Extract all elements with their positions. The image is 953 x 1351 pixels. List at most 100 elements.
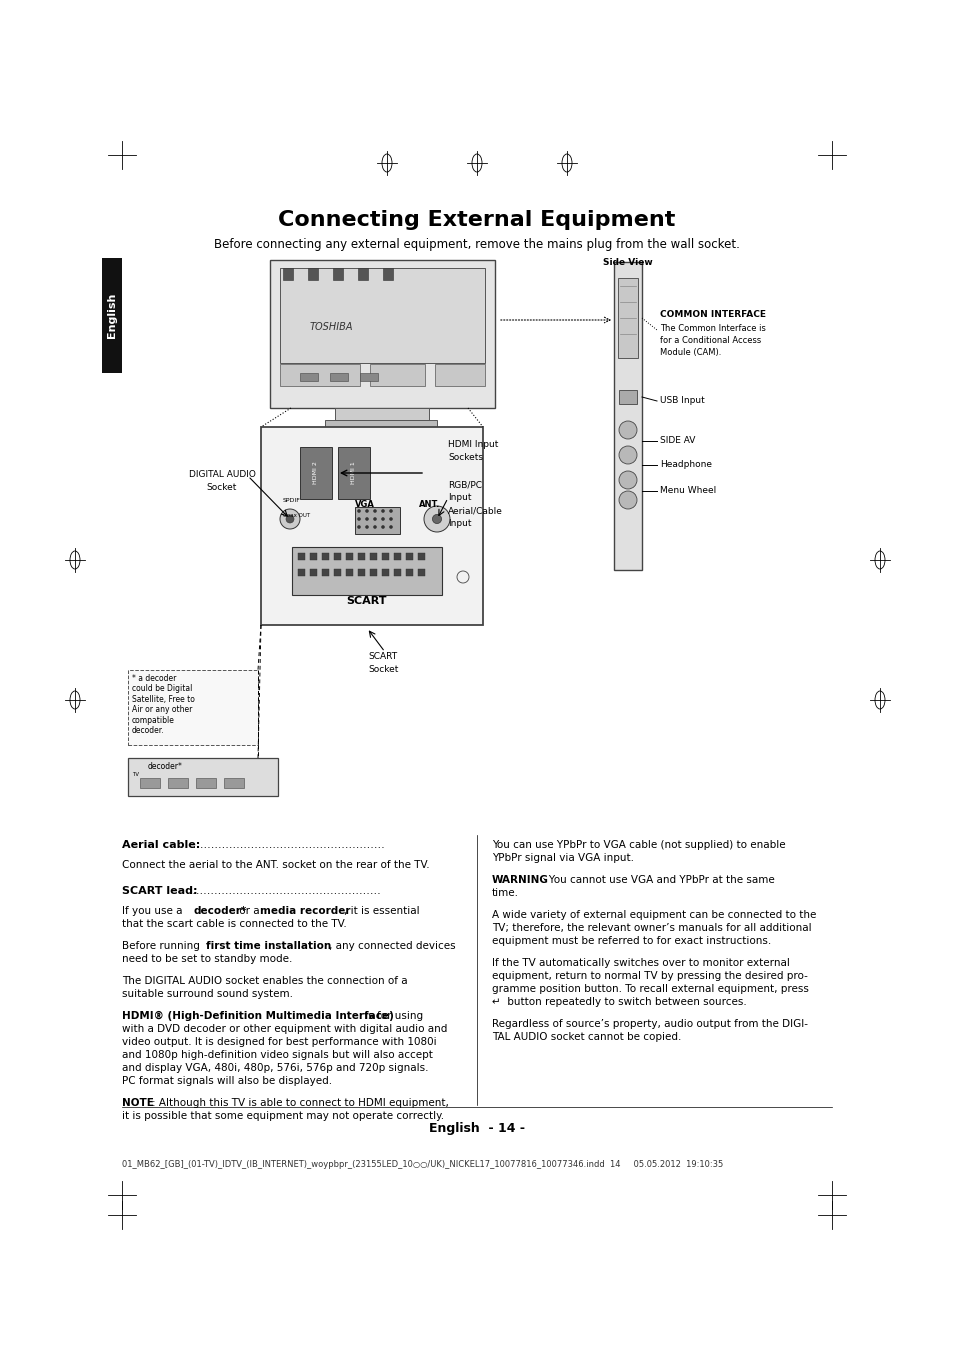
Text: SCART: SCART bbox=[368, 653, 396, 661]
Text: for a Conditional Access: for a Conditional Access bbox=[659, 336, 760, 345]
Text: decoder*: decoder* bbox=[193, 907, 247, 916]
Text: The Common Interface is: The Common Interface is bbox=[659, 324, 765, 332]
Text: DIGITAL AUDIO: DIGITAL AUDIO bbox=[189, 470, 255, 480]
Bar bbox=[394, 569, 400, 576]
Bar bbox=[370, 553, 376, 561]
Text: SCART lead:: SCART lead: bbox=[122, 886, 197, 896]
Bar bbox=[333, 267, 343, 280]
Text: Socket: Socket bbox=[207, 484, 237, 492]
Text: Regardless of source’s property, audio output from the DIGI-: Regardless of source’s property, audio o… bbox=[492, 1019, 807, 1029]
Text: SCART: SCART bbox=[346, 596, 387, 607]
Text: Connect the aerial to the ANT. socket on the rear of the TV.: Connect the aerial to the ANT. socket on… bbox=[122, 861, 429, 870]
Circle shape bbox=[365, 517, 369, 520]
Text: media recorder: media recorder bbox=[260, 907, 350, 916]
Circle shape bbox=[618, 490, 637, 509]
Text: English  - 14 -: English - 14 - bbox=[429, 1121, 524, 1135]
Circle shape bbox=[356, 526, 360, 528]
Bar bbox=[283, 267, 293, 280]
Text: Aerial cable:: Aerial cable: bbox=[122, 840, 200, 850]
Circle shape bbox=[373, 526, 376, 528]
Text: time.: time. bbox=[492, 888, 518, 898]
Bar bbox=[417, 569, 424, 576]
Text: suitable surround sound system.: suitable surround sound system. bbox=[122, 989, 293, 998]
Text: Headphone: Headphone bbox=[659, 459, 711, 469]
Bar bbox=[128, 670, 257, 744]
Bar bbox=[299, 373, 317, 381]
Bar bbox=[359, 373, 377, 381]
Text: TAL AUDIO socket cannot be copied.: TAL AUDIO socket cannot be copied. bbox=[492, 1032, 680, 1042]
Text: Input: Input bbox=[448, 519, 471, 528]
Text: NOTE: NOTE bbox=[122, 1098, 153, 1108]
Circle shape bbox=[286, 515, 294, 523]
Bar bbox=[370, 569, 376, 576]
Bar bbox=[381, 553, 389, 561]
Circle shape bbox=[618, 446, 637, 463]
Bar bbox=[168, 778, 188, 788]
Bar bbox=[310, 553, 316, 561]
Bar bbox=[322, 569, 329, 576]
Text: HDMI® (High-Definition Multimedia Interface): HDMI® (High-Definition Multimedia Interf… bbox=[122, 1011, 394, 1021]
Text: TV; therefore, the relevant owner’s manuals for all additional: TV; therefore, the relevant owner’s manu… bbox=[492, 923, 811, 934]
Circle shape bbox=[389, 526, 393, 528]
Text: 01_MB62_[GB]_(01-TV)_IDTV_(IB_INTERNET)_woypbpr_(23155LED_10○○/UK)_NICKEL17_1007: 01_MB62_[GB]_(01-TV)_IDTV_(IB_INTERNET)_… bbox=[122, 1161, 722, 1169]
Bar bbox=[297, 569, 305, 576]
Circle shape bbox=[373, 517, 376, 520]
Circle shape bbox=[618, 471, 637, 489]
Text: SPDIF: SPDIF bbox=[283, 499, 300, 503]
Bar bbox=[310, 569, 316, 576]
Bar bbox=[337, 447, 370, 499]
Text: that the scart cable is connected to the TV.: that the scart cable is connected to the… bbox=[122, 919, 346, 929]
Bar bbox=[406, 553, 413, 561]
Text: or a: or a bbox=[235, 907, 263, 916]
Text: If you use a: If you use a bbox=[122, 907, 186, 916]
Bar bbox=[618, 278, 638, 358]
Text: Before running: Before running bbox=[122, 942, 203, 951]
Text: video output. It is designed for best performance with 1080i: video output. It is designed for best pe… bbox=[122, 1038, 436, 1047]
Bar bbox=[292, 547, 441, 594]
Bar bbox=[280, 267, 484, 363]
Text: Aerial/Cable: Aerial/Cable bbox=[448, 507, 502, 515]
Text: decoder*: decoder* bbox=[148, 762, 182, 771]
Bar bbox=[435, 363, 484, 386]
Text: COMMON INTERFACE: COMMON INTERFACE bbox=[659, 309, 765, 319]
Text: it is possible that some equipment may not operate correctly.: it is possible that some equipment may n… bbox=[122, 1111, 444, 1121]
Text: PC format signals will also be displayed.: PC format signals will also be displayed… bbox=[122, 1075, 332, 1086]
Bar bbox=[346, 569, 353, 576]
Text: The DIGITAL AUDIO socket enables the connection of a: The DIGITAL AUDIO socket enables the con… bbox=[122, 975, 407, 986]
Circle shape bbox=[280, 509, 299, 530]
Bar bbox=[370, 363, 424, 386]
Bar bbox=[357, 553, 365, 561]
Bar bbox=[346, 553, 353, 561]
Circle shape bbox=[432, 515, 441, 524]
Bar bbox=[297, 553, 305, 561]
Circle shape bbox=[381, 526, 384, 528]
Bar bbox=[618, 390, 637, 404]
Text: Side View: Side View bbox=[602, 258, 652, 267]
Bar bbox=[325, 420, 436, 427]
Text: is for using: is for using bbox=[361, 1011, 423, 1021]
Text: A wide variety of external equipment can be connected to the: A wide variety of external equipment can… bbox=[492, 911, 816, 920]
Bar bbox=[224, 778, 244, 788]
Text: equipment must be referred to for exact instructions.: equipment must be referred to for exact … bbox=[492, 936, 770, 946]
Text: , any connected devices: , any connected devices bbox=[329, 942, 456, 951]
Text: : You cannot use VGA and YPbPr at the same: : You cannot use VGA and YPbPr at the sa… bbox=[541, 875, 774, 885]
Bar bbox=[140, 778, 160, 788]
Text: USB Input: USB Input bbox=[659, 396, 704, 405]
Bar bbox=[394, 553, 400, 561]
Text: English: English bbox=[107, 293, 117, 338]
Bar bbox=[417, 553, 424, 561]
Text: * a decoder
could be Digital
Satellite, Free to
Air or any other
compatible
deco: * a decoder could be Digital Satellite, … bbox=[132, 674, 194, 735]
Bar bbox=[270, 259, 495, 408]
Text: first time installation: first time installation bbox=[206, 942, 331, 951]
Text: need to be set to standby mode.: need to be set to standby mode. bbox=[122, 954, 292, 965]
Bar bbox=[330, 373, 348, 381]
Text: and 1080p high-definition video signals but will also accept: and 1080p high-definition video signals … bbox=[122, 1050, 433, 1061]
Text: You can use YPbPr to VGA cable (not supplied) to enable: You can use YPbPr to VGA cable (not supp… bbox=[492, 840, 785, 850]
Circle shape bbox=[389, 509, 393, 513]
Bar bbox=[357, 267, 368, 280]
Circle shape bbox=[381, 509, 384, 513]
Bar bbox=[261, 427, 482, 626]
Circle shape bbox=[381, 517, 384, 520]
Text: TOSHIBA: TOSHIBA bbox=[310, 322, 354, 332]
Text: WARNING: WARNING bbox=[492, 875, 548, 885]
